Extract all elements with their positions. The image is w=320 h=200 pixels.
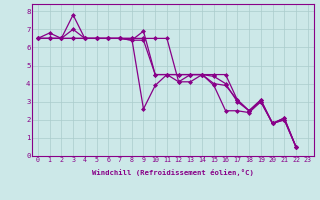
- X-axis label: Windchill (Refroidissement éolien,°C): Windchill (Refroidissement éolien,°C): [92, 169, 254, 176]
